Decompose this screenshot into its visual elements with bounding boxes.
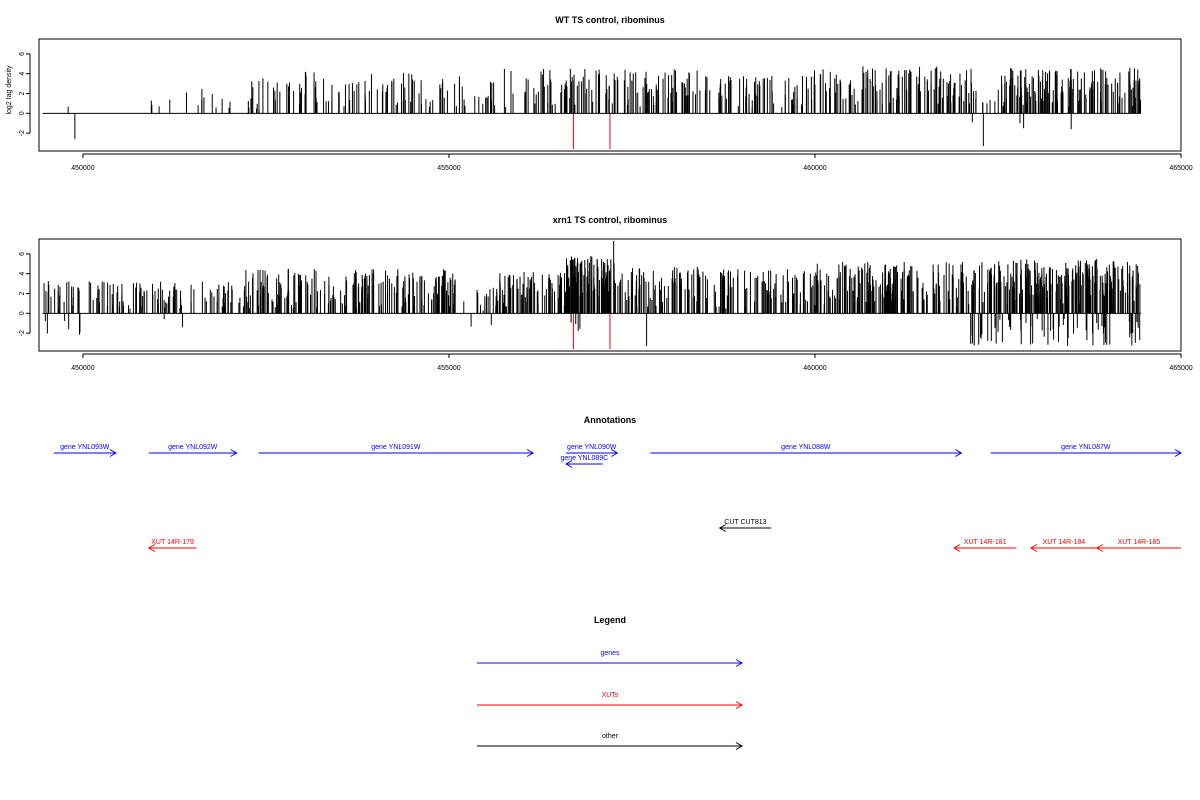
annotation-features: gene YNL093W gene YNL092W gene YNL091W gene… <box>53 444 1182 552</box>
x-tick-label: 465000 <box>1169 365 1192 372</box>
y-tick-label: 6 <box>19 252 26 256</box>
x-tick-label: 460000 <box>803 365 826 372</box>
feature-arrow: gene YNL087W <box>990 444 1182 457</box>
x-tick-label: 450000 <box>71 365 94 372</box>
legend-title: Legend <box>594 615 626 625</box>
feature-label: gene YNL091W <box>371 444 421 451</box>
feature-arrow: gene YNL091W <box>258 444 535 457</box>
x-tick-label: 460000 <box>803 165 826 172</box>
feature-arrow: gene YNL090W <box>566 444 619 457</box>
feature-label: XUT 14R-179 <box>151 539 194 546</box>
feature-arrow: CUT CUT813 <box>718 519 772 532</box>
xrn1-track-panel: xrn1 TS control, ribominus -2 0 2 4 6 450000… <box>19 215 1193 372</box>
legend-label: genes <box>600 650 620 657</box>
xrn1-density-bars <box>42 240 1141 350</box>
y-tick-label: 2 <box>19 291 26 295</box>
feature-label: gene YNL090W <box>567 444 617 451</box>
feature-label: gene YNL093W <box>60 444 110 451</box>
x-tick-label: 450000 <box>71 165 94 172</box>
feature-arrow: gene YNL088W <box>650 444 963 457</box>
feature-label: gene YNL089C <box>561 455 609 462</box>
y-tick-label: 0 <box>19 311 26 315</box>
legend-item: XUTs <box>477 692 743 709</box>
feature-label: XUT 14R-185 <box>1118 539 1161 546</box>
feature-arrow: XUT 14R-185 <box>1095 539 1181 552</box>
y-tick-label: 0 <box>19 111 26 115</box>
annotations-title: Annotations <box>584 415 637 425</box>
wt-y-axis: -2 0 2 4 6 <box>19 52 31 136</box>
xrn1-y-axis: -2 0 2 4 6 <box>19 252 31 336</box>
wt-density-bars <box>42 66 1142 150</box>
x-tick-label: 455000 <box>437 365 460 372</box>
feature-label: gene YNL088W <box>781 444 831 451</box>
annotations-panel: Annotations gene YNL093W gene YNL092W gene… <box>53 415 1182 552</box>
x-tick-label: 455000 <box>437 165 460 172</box>
feature-arrow: gene YNL093W <box>53 444 117 457</box>
xrn1-track-title: xrn1 TS control, ribominus <box>553 215 668 225</box>
feature-label: gene YNL092W <box>168 444 218 451</box>
y-tick-label: 2 <box>19 91 26 95</box>
legend-item: other <box>477 733 743 750</box>
wt-plot-frame <box>38 38 1182 152</box>
feature-arrow: gene YNL092W <box>148 444 238 457</box>
xrn1-x-axis: 450000 455000 460000 465000 <box>71 353 1193 372</box>
legend-item: genes <box>477 650 743 667</box>
wt-x-axis: 450000 455000 460000 465000 <box>71 153 1193 172</box>
legend-label: XUTs <box>602 692 619 699</box>
y-tick-label: -2 <box>19 330 26 336</box>
y-tick-label: 6 <box>19 52 26 56</box>
y-tick-label: -2 <box>19 130 26 136</box>
x-tick-label: 465000 <box>1169 165 1192 172</box>
feature-label: XUT 14R-184 <box>1043 539 1086 546</box>
wt-track-title: WT TS control, ribominus <box>555 15 665 25</box>
legend-panel: Legend genes XUTs other <box>477 615 743 750</box>
feature-label: XUT 14R-181 <box>964 539 1007 546</box>
y-tick-label: 4 <box>19 72 26 76</box>
feature-arrow: XUT 14R-179 <box>147 539 197 552</box>
feature-arrow: gene YNL089C <box>561 455 609 468</box>
feature-arrow: XUT 14R-181 <box>953 539 1017 552</box>
legend-label: other <box>602 733 619 740</box>
legend-items: genes XUTs other <box>477 650 743 750</box>
wt-track-panel: WT TS control, ribominus log2 tag densit… <box>6 15 1193 172</box>
y-tick-label: 4 <box>19 272 26 276</box>
xrn1-plot-frame <box>38 238 1182 352</box>
feature-label: CUT CUT813 <box>724 519 766 526</box>
feature-arrow: XUT 14R-184 <box>1029 539 1097 552</box>
feature-label: gene YNL087W <box>1061 444 1111 451</box>
wt-y-axis-label: log2 tag density <box>6 65 13 115</box>
